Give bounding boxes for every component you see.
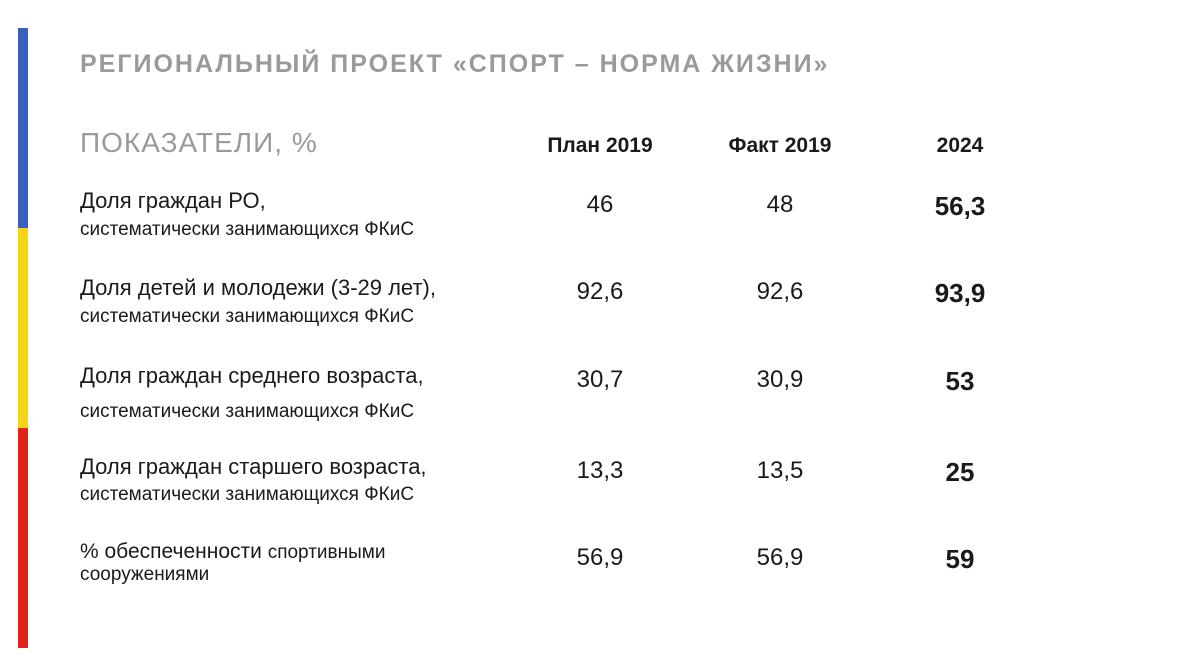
table-row: Доля граждан среднего возраста, системат… bbox=[80, 362, 1121, 425]
col-header-fakt: Факт 2019 bbox=[690, 134, 870, 158]
label-main: Доля граждан старшего возраста, bbox=[80, 453, 510, 482]
subtitle: ПОКАЗАТЕЛИ, % bbox=[80, 127, 510, 159]
table-row: Доля граждан старшего возраста, системат… bbox=[80, 453, 1121, 508]
label-main: Доля детей и молодежи (3-29 лет), bbox=[80, 274, 510, 303]
cell-fakt: 92,6 bbox=[690, 274, 870, 306]
row-label: Доля граждан РО, систематически занимающ… bbox=[80, 187, 510, 242]
cell-fakt: 48 bbox=[690, 187, 870, 219]
col-header-plan: План 2019 bbox=[510, 134, 690, 158]
cell-fakt: 13,5 bbox=[690, 453, 870, 485]
page-title: РЕГИОНАЛЬНЫЙ ПРОЕКТ «СПОРТ – НОРМА ЖИЗНИ… bbox=[80, 50, 1121, 79]
cell-plan: 56,9 bbox=[510, 540, 690, 572]
cell-plan: 30,7 bbox=[510, 362, 690, 394]
label-sub: систематически занимающихся ФКиС bbox=[80, 305, 510, 330]
row-label: Доля граждан старшего возраста, системат… bbox=[80, 453, 510, 508]
label-sub: систематически занимающихся ФКиС bbox=[80, 400, 510, 425]
cell-fakt: 30,9 bbox=[690, 362, 870, 394]
stripe-yellow bbox=[18, 228, 28, 428]
cell-2024: 93,9 bbox=[870, 274, 1050, 309]
label-sub: систематически занимающихся ФКиС bbox=[80, 218, 510, 243]
label-sub: систематически занимающихся ФКиС bbox=[80, 483, 510, 508]
stripe-red bbox=[18, 428, 28, 648]
table-row: Доля детей и молодежи (3-29 лет), систем… bbox=[80, 274, 1121, 329]
label-main: Доля граждан среднего возраста, bbox=[80, 362, 510, 391]
cell-plan: 46 bbox=[510, 187, 690, 219]
cell-2024: 59 bbox=[870, 540, 1050, 575]
label-main: Доля граждан РО, bbox=[80, 187, 510, 216]
table-row: % обеспеченности спортивными сооружениям… bbox=[80, 540, 1121, 586]
cell-2024: 25 bbox=[870, 453, 1050, 488]
slide-content: РЕГИОНАЛЬНЫЙ ПРОЕКТ «СПОРТ – НОРМА ЖИЗНИ… bbox=[0, 0, 1181, 658]
cell-plan: 13,3 bbox=[510, 453, 690, 485]
cell-2024: 56,3 bbox=[870, 187, 1050, 222]
row-label: Доля детей и молодежи (3-29 лет), систем… bbox=[80, 274, 510, 329]
col-header-2024: 2024 bbox=[870, 134, 1050, 158]
cell-plan: 92,6 bbox=[510, 274, 690, 306]
row-label: Доля граждан среднего возраста, системат… bbox=[80, 362, 510, 425]
stripe-blue bbox=[18, 28, 28, 228]
cell-fakt: 56,9 bbox=[690, 540, 870, 572]
table-row: Доля граждан РО, систематически занимающ… bbox=[80, 187, 1121, 242]
row-label: % обеспеченности спортивными сооружениям… bbox=[80, 540, 510, 586]
cell-2024: 53 bbox=[870, 362, 1050, 397]
table-header: ПОКАЗАТЕЛИ, % План 2019 Факт 2019 2024 bbox=[80, 127, 1121, 159]
label-inline-a: % обеспеченности bbox=[80, 540, 268, 563]
